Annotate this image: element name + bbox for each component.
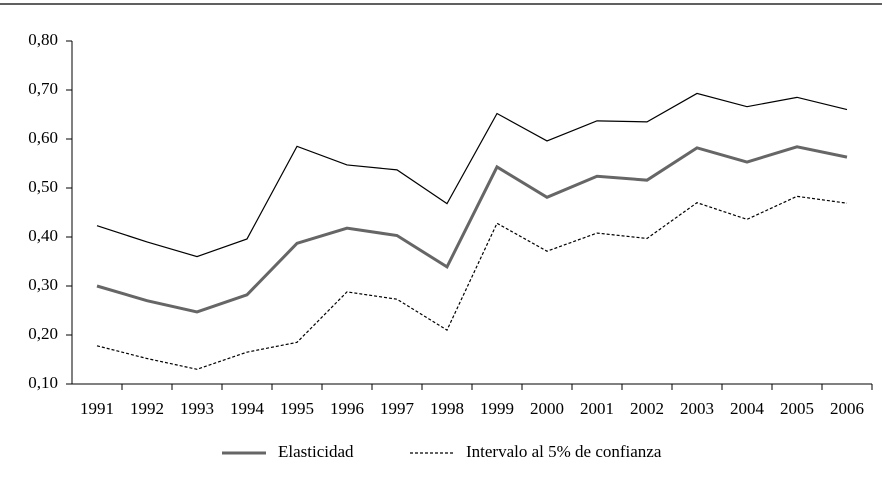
x-tick-label: 1997 [380, 399, 415, 418]
x-tick-label: 1996 [330, 399, 364, 418]
x-tick-label: 2002 [630, 399, 664, 418]
y-tick-label: 0,50 [28, 177, 58, 196]
y-tick-label: 0,80 [28, 30, 58, 49]
x-tick-label: 2003 [680, 399, 714, 418]
x-tick-label: 2006 [830, 399, 864, 418]
series-line [96, 92, 848, 258]
y-tick-label: 0,10 [28, 373, 58, 392]
y-tick-label: 0,20 [28, 324, 58, 343]
x-tick-label: 1994 [230, 399, 265, 418]
x-tick-label: 2004 [730, 399, 765, 418]
y-tick-label: 0,60 [28, 128, 58, 147]
x-tick-label: 2001 [580, 399, 614, 418]
x-tick-label: 1993 [180, 399, 214, 418]
x-tick-label: 1992 [130, 399, 164, 418]
x-tick-label: 2000 [530, 399, 564, 418]
y-tick-label: 0,40 [28, 226, 58, 245]
legend-label: Intervalo al 5% de confianza [466, 442, 662, 461]
y-tick-label: 0,30 [28, 275, 58, 294]
x-tick-label: 1998 [430, 399, 464, 418]
x-tick-label: 1995 [280, 399, 314, 418]
series-line [96, 145, 848, 314]
x-tick-label: 1999 [480, 399, 514, 418]
series-line [96, 195, 848, 370]
y-tick-label: 0,70 [28, 79, 58, 98]
legend-label: Elasticidad [278, 442, 354, 461]
x-tick-label: 1991 [80, 399, 114, 418]
x-tick-label: 2005 [780, 399, 814, 418]
